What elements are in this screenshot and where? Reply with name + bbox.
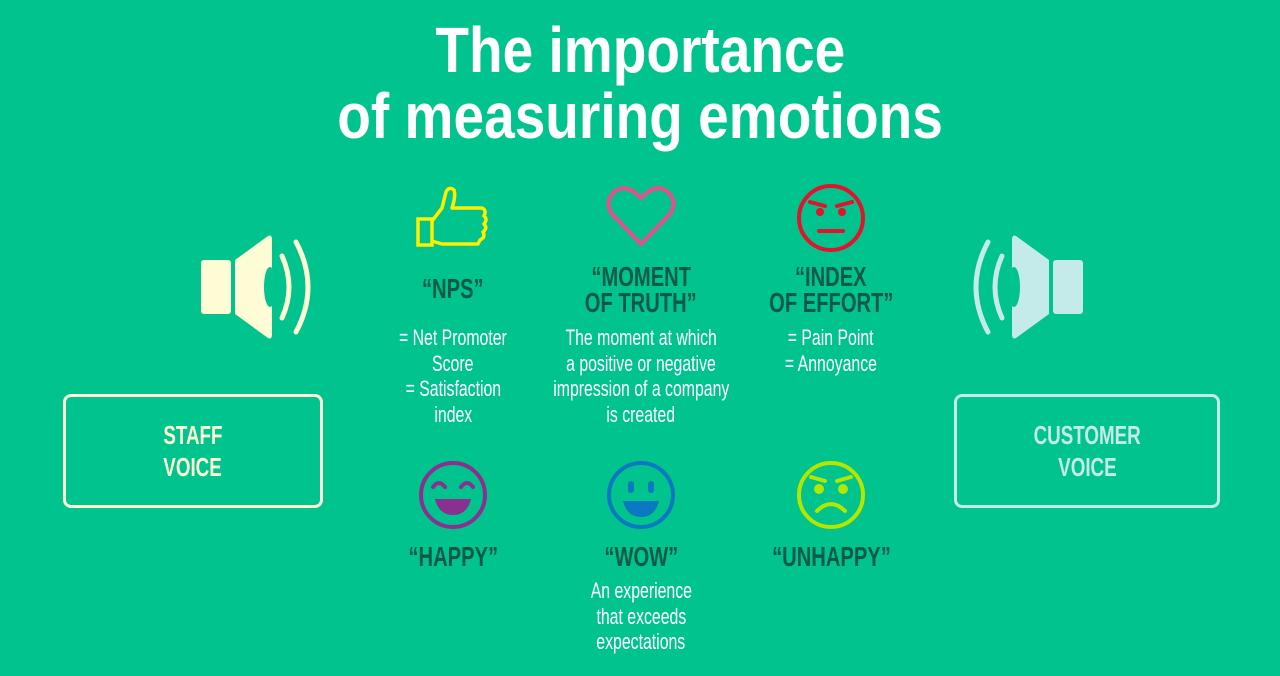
customer-label: CUSTOMER: [1033, 420, 1141, 450]
wow-face-icon: [607, 461, 675, 529]
item-desc-line: index: [434, 401, 472, 427]
item-desc-line: impression of a company: [552, 376, 730, 401]
staff-label-2: VOICE: [163, 452, 223, 482]
item-heading: OF TRUTH”: [585, 287, 697, 318]
item-heading: “WOW”: [604, 541, 678, 572]
item-desc-line: that exceeds: [596, 603, 686, 629]
title-line-2: of measuring emotions: [337, 80, 943, 152]
staff-label: STAFF: [163, 420, 223, 450]
annoyed-face-icon: [797, 184, 865, 252]
item-desc-line: = Annoyance: [784, 350, 878, 376]
unhappy-face-icon: [797, 461, 865, 529]
speaker-icon: [201, 235, 311, 339]
item-desc-line: a positive or negative: [566, 350, 716, 376]
customer-voice-bubble: CUSTOMER VOICE: [954, 394, 1220, 508]
item-desc-line: = Net Promoter: [399, 325, 507, 350]
item-heading: “MOMENT: [591, 261, 691, 292]
item-desc-line: The moment at which: [565, 325, 717, 350]
item-heading: “UNHAPPY”: [771, 541, 891, 572]
title-line-1: The importance: [435, 14, 845, 86]
customer-label-2: VOICE: [1057, 452, 1117, 482]
item-desc-line: Score: [432, 350, 474, 376]
item-desc-line: expectations: [596, 629, 686, 654]
happy-face-icon: [419, 461, 487, 529]
staff-voice-bubble: STAFF VOICE: [63, 394, 323, 508]
thumbs-up-icon: [416, 186, 488, 247]
item-desc-line: = Pain Point: [788, 325, 874, 350]
page-title: The importance: [0, 18, 1280, 82]
item-desc-line: An experience: [590, 578, 692, 603]
page-title-2: of measuring emotions: [0, 84, 1280, 148]
speaker-icon: [973, 235, 1083, 339]
item-desc-line: is created: [606, 401, 676, 427]
item-desc-line: = Satisfaction: [405, 376, 501, 401]
item-heading: “NPS”: [422, 273, 484, 304]
item-heading: “INDEX: [795, 261, 867, 292]
item-heading: OF EFFORT”: [768, 287, 894, 318]
item-heading: “HAPPY”: [408, 541, 498, 572]
heart-icon: [606, 186, 676, 246]
